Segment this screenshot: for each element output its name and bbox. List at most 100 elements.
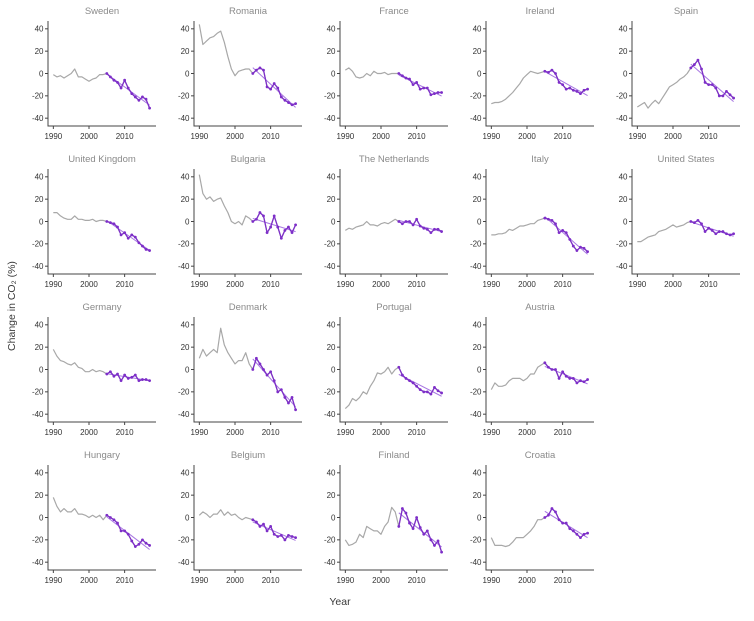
data-point-marker — [126, 377, 130, 380]
data-point-marker — [290, 535, 294, 538]
data-point-marker — [440, 391, 443, 395]
data-point-marker — [126, 532, 130, 536]
data-point-marker — [707, 226, 711, 230]
data-point-marker — [546, 70, 550, 74]
y-tick-label: 0 — [477, 217, 482, 226]
data-point-marker — [283, 538, 287, 542]
data-point-marker — [258, 66, 262, 70]
data-point-marker — [440, 91, 443, 94]
data-point-marker — [141, 244, 144, 248]
subplot-title: United Kingdom — [68, 154, 136, 165]
y-tick-label: 40 — [327, 321, 336, 330]
data-point-marker — [564, 231, 568, 235]
axes-spines — [485, 169, 594, 275]
x-tick-label: 2000 — [664, 132, 682, 141]
x-tick-label: 1990 — [336, 132, 354, 141]
charts-grid: Sweden -40 -20 0 20 40 1990 2000 2010 Romania -40-… — [18, 4, 746, 594]
data-point-marker — [262, 214, 265, 218]
data-point-marker — [133, 235, 137, 239]
y-tick-label: -20 — [178, 536, 190, 545]
series-line-full — [490, 507, 588, 548]
axes-spines — [193, 317, 302, 423]
y-tick-label: 0 — [623, 69, 628, 78]
data-point-marker — [254, 217, 258, 221]
x-tick-label: 2000 — [372, 280, 390, 289]
data-point-marker — [429, 392, 433, 396]
subplot-romania: Romania -40 -20 0 20 40 1990 2000 2010 — [164, 4, 308, 150]
subplot-hungary: Hungary -40 -20 0 20 40 1990 2000 2010 — [18, 448, 162, 594]
data-point-marker — [543, 216, 547, 220]
data-point-marker — [564, 87, 568, 91]
data-point-marker — [575, 249, 579, 252]
axes-spines — [47, 21, 156, 127]
data-point-marker — [422, 226, 426, 230]
data-point-marker — [123, 529, 127, 533]
x-tick-label: 2000 — [226, 428, 244, 437]
data-point-marker — [287, 225, 290, 229]
data-point-marker — [144, 248, 148, 251]
y-tick-label: 20 — [327, 47, 336, 56]
data-point-marker — [543, 69, 547, 73]
subplot-svg-italy: Italy -40 -20 0 20 40 1990 2000 2010 — [470, 154, 594, 289]
y-tick-label: 20 — [181, 491, 190, 500]
data-point-marker — [425, 86, 429, 90]
data-point-marker — [130, 92, 134, 96]
data-point-marker — [554, 222, 557, 226]
y-tick-label: 20 — [327, 343, 336, 352]
data-point-marker — [276, 86, 280, 90]
data-point-marker — [400, 74, 404, 78]
subplot-portugal: Portugal -40 -20 0 20 40 1990 2000 2010 — [310, 300, 454, 446]
data-point-marker — [276, 390, 280, 394]
data-point-marker — [422, 532, 426, 536]
trend-line — [690, 63, 734, 102]
data-point-marker — [397, 72, 401, 75]
x-tick-label: 2000 — [80, 428, 98, 437]
x-tick-label: 2010 — [408, 132, 426, 141]
subplot-svg-finland: Finland -40 -20 0 20 40 1990 2000 2010 — [324, 450, 448, 585]
y-tick-label: -20 — [470, 92, 482, 101]
data-point-marker — [112, 518, 116, 522]
data-point-marker — [148, 379, 151, 383]
data-point-marker — [254, 520, 258, 524]
y-tick-label: -20 — [32, 92, 44, 101]
y-tick-label: -20 — [32, 240, 44, 249]
data-point-marker — [116, 225, 119, 229]
data-point-marker — [575, 532, 579, 536]
data-point-marker — [290, 231, 294, 235]
series-line-full — [490, 362, 588, 390]
y-tick-label: 0 — [331, 217, 336, 226]
y-tick-label: -40 — [470, 114, 482, 123]
data-point-marker — [710, 83, 714, 87]
x-tick-label: 1990 — [628, 132, 646, 141]
x-tick-label: 2010 — [262, 576, 280, 585]
data-point-marker — [272, 379, 276, 383]
y-tick-label: 20 — [473, 195, 482, 204]
data-point-marker — [123, 78, 127, 82]
x-tick-label: 1990 — [190, 428, 208, 437]
data-point-marker — [105, 220, 109, 223]
x-tick-label: 1990 — [482, 280, 500, 289]
subplot-title: Finland — [378, 450, 409, 461]
data-point-marker — [404, 76, 408, 80]
data-point-marker — [571, 88, 575, 92]
data-point-marker — [133, 373, 137, 377]
y-tick-label: -20 — [178, 240, 190, 249]
data-point-marker — [130, 233, 134, 237]
data-point-marker — [550, 218, 554, 222]
subplot-united-states: United States -40 -20 0 20 40 1990 2000 2010 — [602, 152, 746, 298]
data-point-marker — [141, 538, 144, 542]
x-tick-label: 1990 — [336, 576, 354, 585]
subplot-title: Belgium — [231, 450, 265, 461]
data-point-marker — [294, 223, 297, 227]
data-point-marker — [429, 93, 433, 97]
data-point-marker — [397, 525, 401, 528]
data-point-marker — [112, 222, 116, 226]
x-tick-label: 2010 — [262, 280, 280, 289]
y-tick-label: 40 — [327, 25, 336, 34]
y-tick-label: -20 — [32, 536, 44, 545]
x-tick-label: 2000 — [80, 132, 98, 141]
y-tick-label: 0 — [39, 513, 44, 522]
y-tick-label: 0 — [185, 217, 190, 226]
data-point-marker — [283, 396, 287, 399]
